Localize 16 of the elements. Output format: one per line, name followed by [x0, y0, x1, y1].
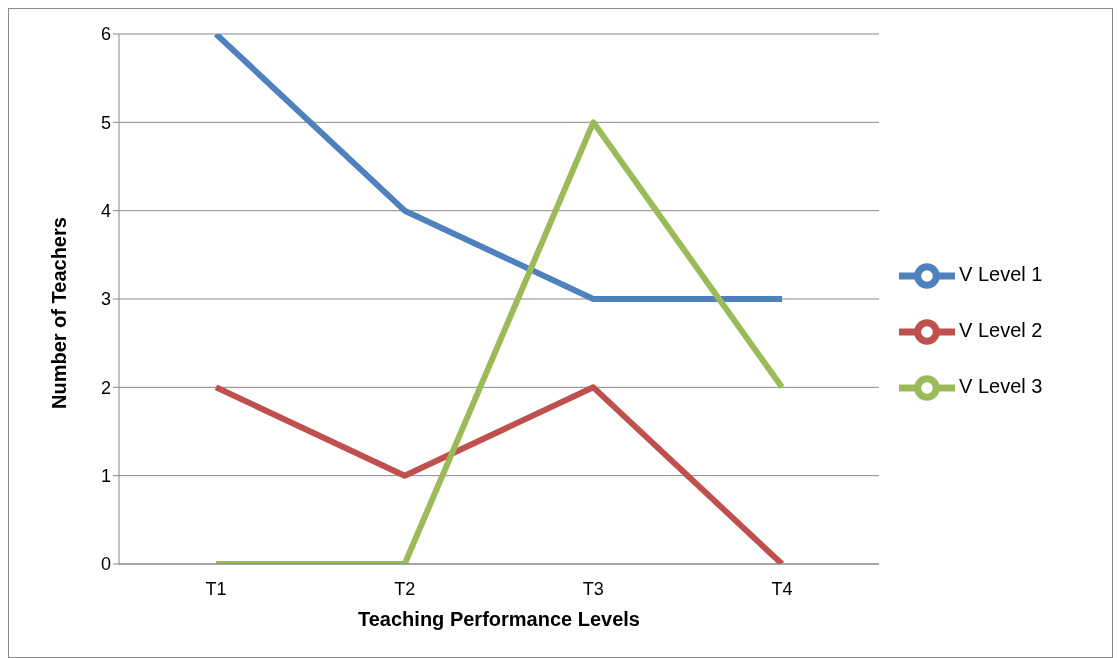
x-axis-title: Teaching Performance Levels [358, 608, 640, 630]
legend-label: V Level 2 [959, 318, 1043, 341]
legend-label: V Level 1 [959, 262, 1043, 285]
y-tick-label: 4 [100, 201, 111, 222]
y-tick-label: 2 [100, 377, 111, 398]
y-tick-label: 5 [100, 112, 111, 133]
y-tick-label: 3 [100, 289, 111, 310]
y-tick-label: 0 [100, 554, 111, 575]
x-tick-label: T3 [582, 578, 604, 599]
x-tick-label: T1 [205, 578, 227, 599]
x-tick-label: T4 [771, 578, 793, 599]
x-tick-label: T2 [394, 578, 416, 599]
y-tick-label: 6 [100, 24, 111, 45]
y-axis-title: Number of Teachers [48, 217, 71, 409]
y-tick-label: 1 [100, 466, 111, 487]
legend-label: V Level 3 [959, 374, 1043, 397]
